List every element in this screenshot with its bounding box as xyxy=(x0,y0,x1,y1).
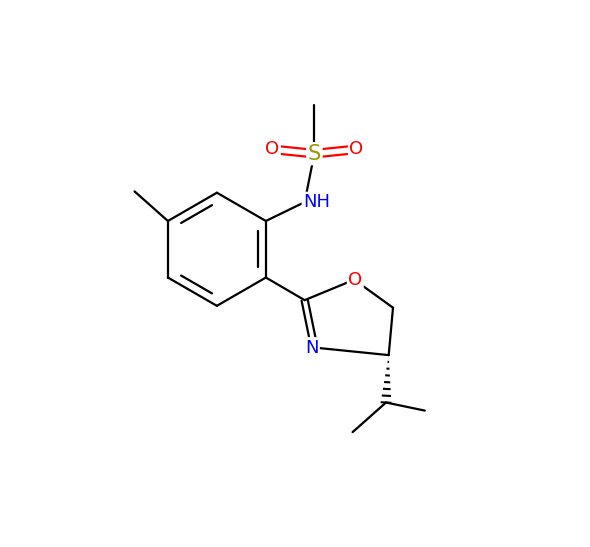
Text: N: N xyxy=(305,339,319,357)
Text: O: O xyxy=(348,271,362,289)
Text: O: O xyxy=(349,141,363,158)
Text: S: S xyxy=(308,144,321,164)
Text: NH: NH xyxy=(303,193,330,211)
Text: O: O xyxy=(266,141,280,158)
